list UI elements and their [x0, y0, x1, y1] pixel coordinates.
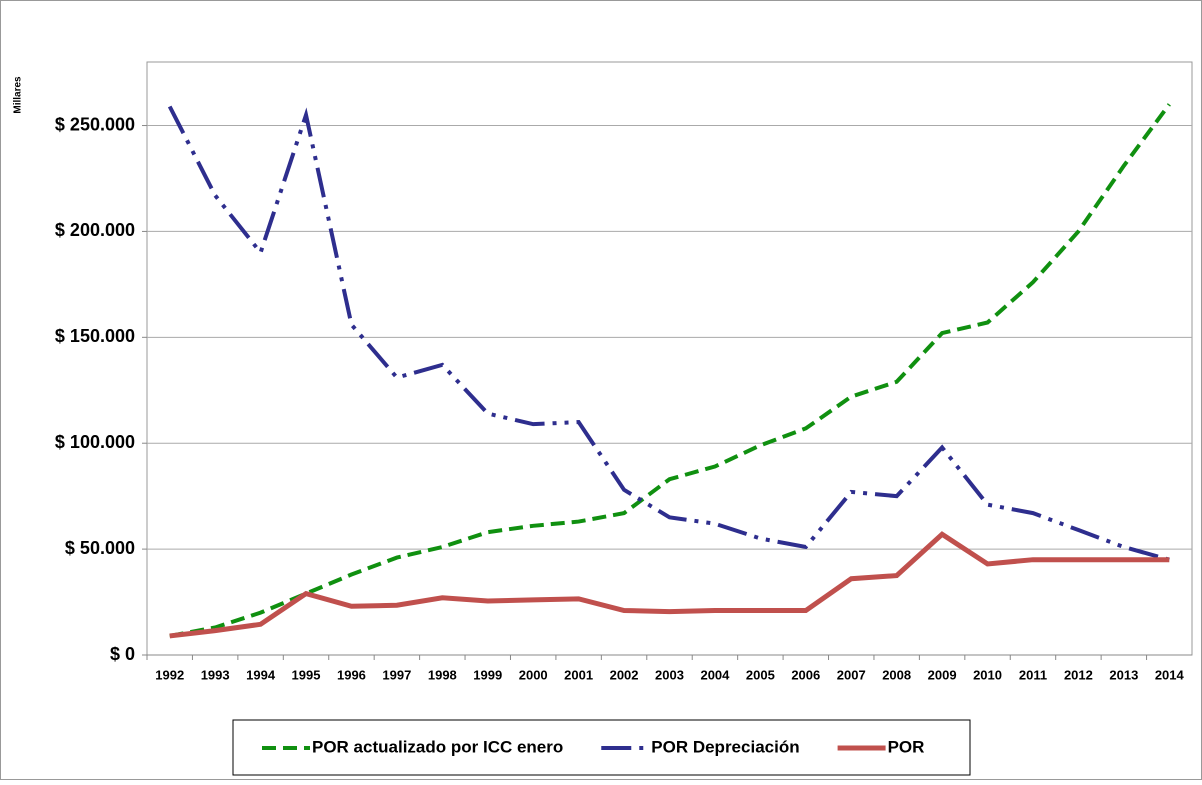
legend-label: POR actualizado por ICC enero [312, 737, 563, 756]
x-tick-label: 2008 [882, 667, 911, 682]
x-tick-label: 2012 [1064, 667, 1093, 682]
y-tick-label: $ 150.000 [55, 326, 135, 346]
legend-label: POR Depreciación [651, 737, 799, 756]
y-tick-label: $ 50.000 [65, 538, 135, 558]
legend-label: POR [888, 737, 925, 756]
y-tick-label: $ 200.000 [55, 220, 135, 240]
y-tick-label: $ 100.000 [55, 432, 135, 452]
x-tick-label: 2005 [746, 667, 775, 682]
x-tick-label: 1998 [428, 667, 457, 682]
x-tick-label: 2001 [564, 667, 593, 682]
x-tick-label: 2014 [1155, 667, 1185, 682]
x-tick-label: 1993 [201, 667, 230, 682]
y-tick-label: $ 250.000 [55, 114, 135, 134]
x-tick-label: 2009 [928, 667, 957, 682]
y-axis-label: Millares [13, 76, 24, 114]
x-tick-label: 2011 [1019, 667, 1047, 682]
series-line [169, 531, 1170, 639]
x-tick-label: 1999 [473, 667, 502, 682]
x-tick-label: 1992 [155, 667, 184, 682]
x-tick-label: 2002 [610, 667, 639, 682]
x-tick-label: 2010 [973, 667, 1002, 682]
series-line [169, 103, 1171, 638]
x-tick-label: 1994 [246, 667, 276, 682]
x-tick-label: 2004 [700, 667, 730, 682]
x-tick-label: 1996 [337, 667, 366, 682]
x-tick-label: 1995 [292, 667, 321, 682]
x-tick-label: 1997 [382, 667, 411, 682]
x-tick-label: 2007 [837, 667, 866, 682]
x-tick-label: 2006 [791, 667, 820, 682]
series-line [167, 105, 1170, 562]
x-tick-label: 2003 [655, 667, 684, 682]
y-tick-label: $ 0 [110, 644, 135, 664]
x-tick-label: 2000 [519, 667, 548, 682]
x-tick-label: 2013 [1109, 667, 1138, 682]
